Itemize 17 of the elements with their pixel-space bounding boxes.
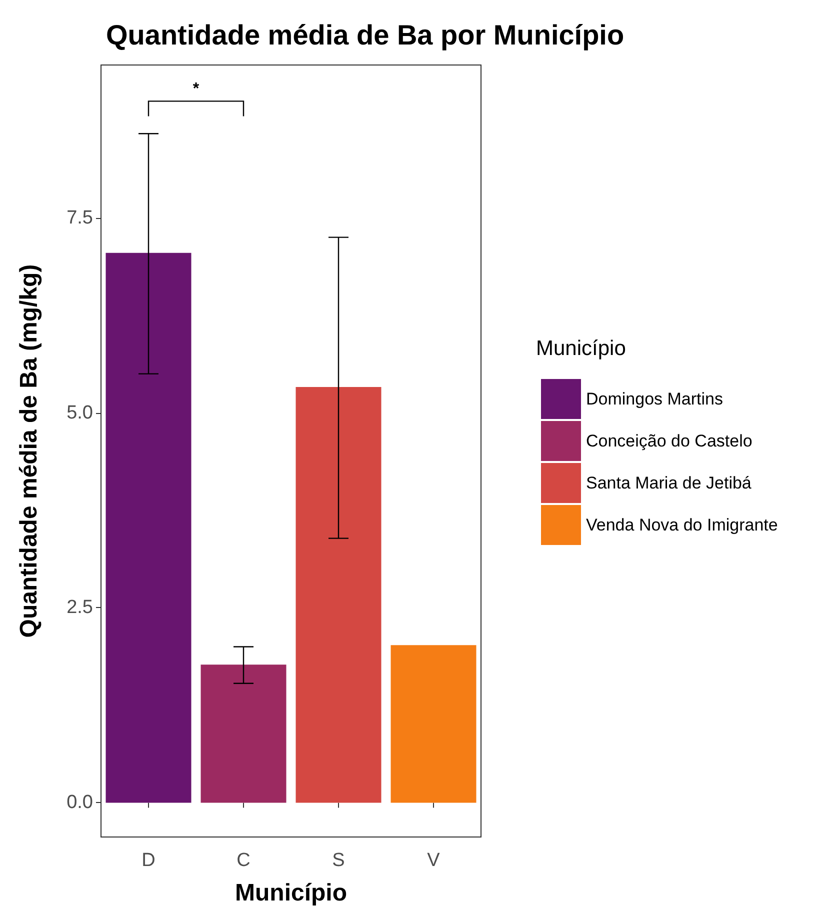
legend-label: Venda Nova do Imigrante bbox=[586, 516, 778, 534]
y-axis-title: Quantidade média de Ba (mg/kg) bbox=[16, 264, 42, 638]
legend-title: Município bbox=[536, 337, 626, 360]
y-tick-label: 7.5 bbox=[66, 207, 93, 228]
legend-label: Domingos Martins bbox=[586, 390, 723, 408]
x-tick-label: C bbox=[236, 850, 250, 871]
x-axis-title: Município bbox=[235, 880, 347, 906]
y-tick-label: 2.5 bbox=[66, 597, 93, 618]
x-tick-label: D bbox=[142, 850, 156, 871]
x-tick-label: S bbox=[332, 850, 345, 871]
chart-title: Quantidade média de Ba por Município bbox=[106, 20, 624, 50]
legend-label: Santa Maria de Jetibá bbox=[586, 474, 752, 492]
y-tick-label: 5.0 bbox=[66, 402, 93, 424]
annotation: * bbox=[192, 80, 200, 98]
x-tick-label: V bbox=[427, 850, 440, 871]
y-tick-label: 0.0 bbox=[66, 792, 93, 814]
legend-label: Conceição do Castelo bbox=[586, 432, 752, 450]
